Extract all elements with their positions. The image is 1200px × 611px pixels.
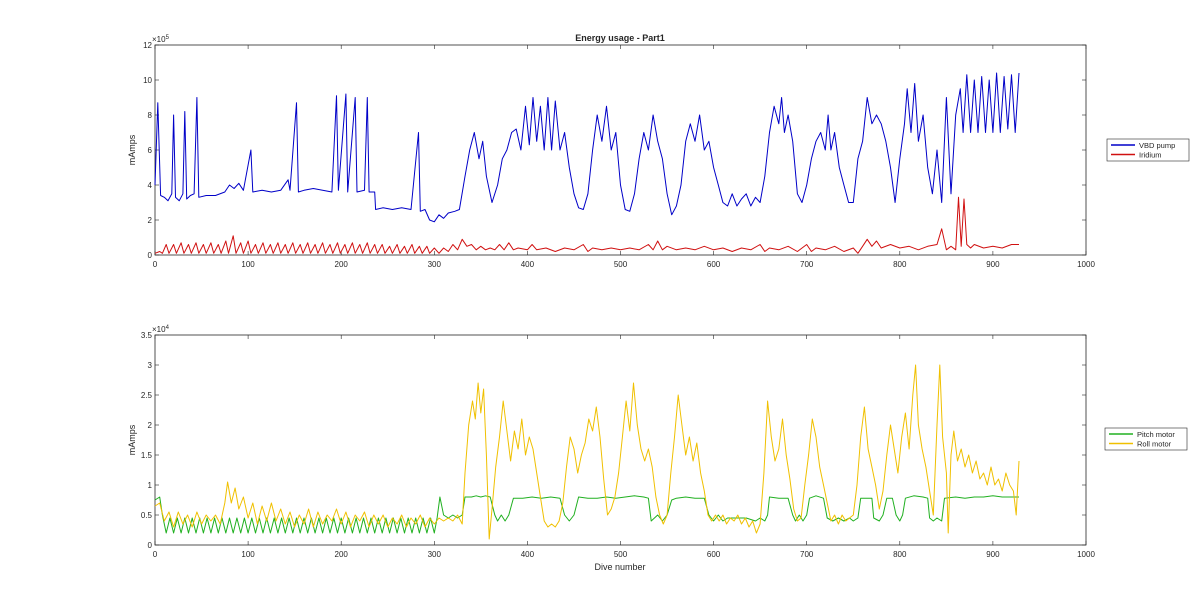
y-tick-label: 3 [148,361,153,370]
x-tick-label: 600 [707,260,721,269]
x-tick-label: 200 [335,260,349,269]
series-line-vbd-pump [154,72,1020,223]
energy-plot-part1: Energy usage - Part1 ×105 mAmps 0 100 200 3… [127,33,1190,269]
y-tick-label: 6 [148,146,153,155]
x-tick-label: 1000 [1077,550,1095,559]
y-tick-label: 1.5 [141,451,153,460]
legend-bottom: Pitch motor Roll motor [1104,427,1188,451]
x-tick-label: 300 [428,260,442,269]
legend-label-pitch-motor: Pitch motor [1137,430,1175,439]
x-tick-label: 900 [986,260,1000,269]
series-line-iridium [154,196,1019,254]
series-group-bottom [154,364,1020,540]
y-tick-label: 0 [148,541,153,550]
chart-title: Energy usage - Part1 [575,33,665,43]
x-tick-label: 700 [800,550,814,559]
y-tick-label: 2 [148,216,153,225]
y-tick-label: 2.5 [141,391,153,400]
x-tick-label: 0 [153,550,158,559]
y-tick-label: 10 [143,76,152,85]
x-tick-label: 900 [986,550,1000,559]
y-exponent-label-bottom: ×104 [152,325,170,334]
y-tick-label: 0.5 [141,511,153,520]
legend-label-vbd-pump: VBD pump [1139,141,1175,150]
x-tick-label: 800 [893,550,907,559]
x-tick-label: 600 [707,550,721,559]
x-tick-label: 500 [614,550,628,559]
legend-label-roll-motor: Roll motor [1137,440,1172,449]
y-axis-label-top: mAmps [127,134,137,165]
y-axis-label-bottom: mAmps [127,424,137,455]
y-tick-label: 2 [148,421,153,430]
x-tick-label: 200 [335,550,349,559]
series-line-roll-motor [154,364,1020,540]
y-tick-label: 8 [148,111,153,120]
x-tick-label: 700 [800,260,814,269]
x-tick-label: 400 [521,260,535,269]
y-tick-label: 12 [143,41,152,50]
x-tick-label: 500 [614,260,628,269]
x-tick-label: 800 [893,260,907,269]
x-tick-label: 100 [241,550,255,559]
axis-ticks-bottom: 0 100 200 300 400 500 600 700 800 900 1000 0 0.5 1 1.5… [141,331,1096,559]
x-tick-label: 100 [241,260,255,269]
axes-box-bottom [154,334,1087,546]
motor-plot: ×104 mAmps Dive number 0 100 200 300 400 500 6… [127,325,1188,572]
x-tick-label: 0 [153,260,158,269]
x-tick-label: 300 [428,550,442,559]
y-tick-label: 0 [148,251,153,260]
x-tick-label: 1000 [1077,260,1095,269]
series-group-top [154,72,1020,254]
x-tick-label: 400 [521,550,535,559]
y-tick-label: 1 [148,481,153,490]
axes-box-top [154,44,1087,256]
svg-text:×104: ×104 [152,325,170,334]
x-axis-label-bottom: Dive number [594,562,645,572]
y-exponent-label-top: ×105 [152,35,170,44]
y-tick-label: 4 [148,181,153,190]
legend-label-iridium: Iridium [1139,151,1162,160]
legend-top: VBD pump Iridium [1106,138,1190,162]
axis-ticks-top: 0 100 200 300 400 500 600 700 800 900 1000 0 2 4 6 8 10 1… [143,41,1095,269]
y-tick-label: 3.5 [141,331,153,340]
svg-text:×105: ×105 [152,35,170,44]
